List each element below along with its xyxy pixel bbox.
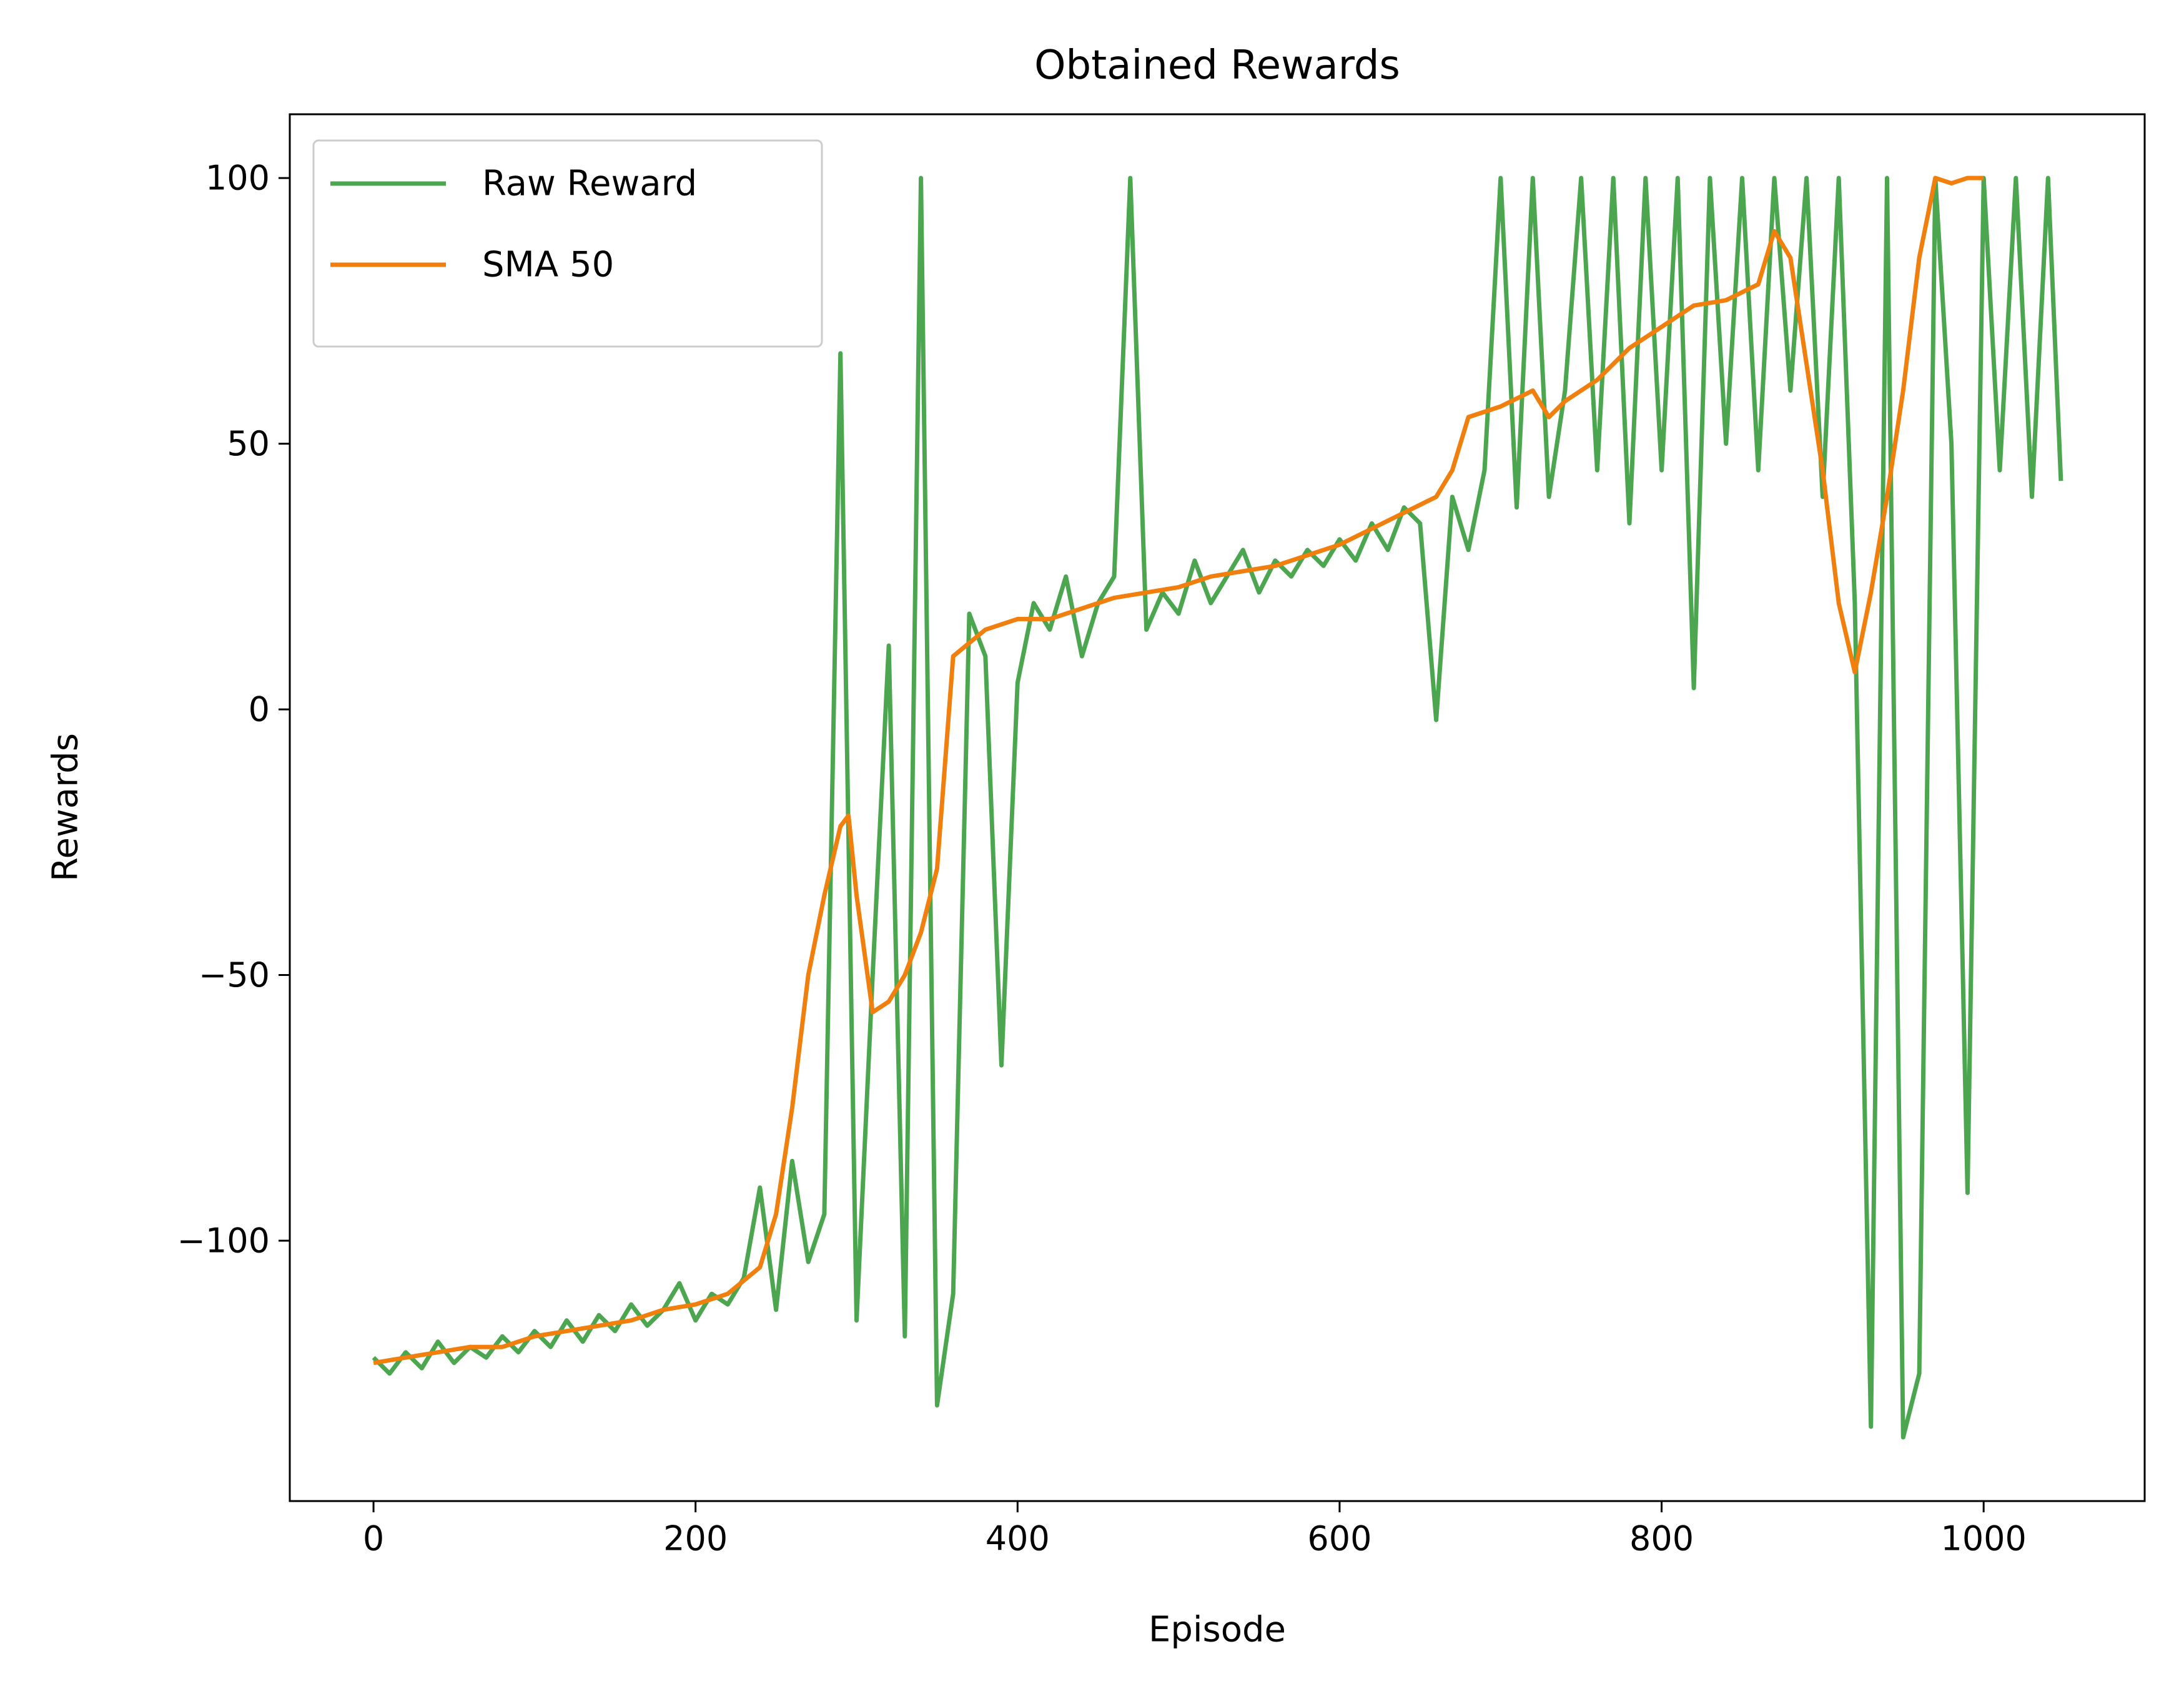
x-tick-label: 1000 [1940,1519,2026,1559]
chart-title: Obtained Rewards [1034,42,1400,89]
y-tick-label: −100 [177,1221,270,1261]
legend-frame [312,139,823,348]
legend: Raw Reward SMA 50 [312,139,823,348]
legend-label: SMA 50 [482,245,614,285]
data-line [372,175,2063,1440]
plot-frame [289,113,2146,1502]
y-axis-label: Rewards [46,733,86,882]
data-line [373,175,1984,1366]
y-tick-label: −50 [199,955,270,995]
x-axis-label: Episode [1149,1610,1286,1650]
y-tick-label: 100 [205,159,270,198]
legend-label: Raw Reward [482,164,697,204]
x-tick-label: 400 [986,1519,1050,1559]
y-tick-label: 50 [227,424,270,463]
x-tick-label: 200 [663,1519,728,1559]
y-tick-label: 0 [249,690,270,729]
x-tick-label: 800 [1629,1519,1694,1559]
x-tick-label: 0 [363,1519,384,1559]
x-tick-label: 600 [1307,1519,1371,1559]
